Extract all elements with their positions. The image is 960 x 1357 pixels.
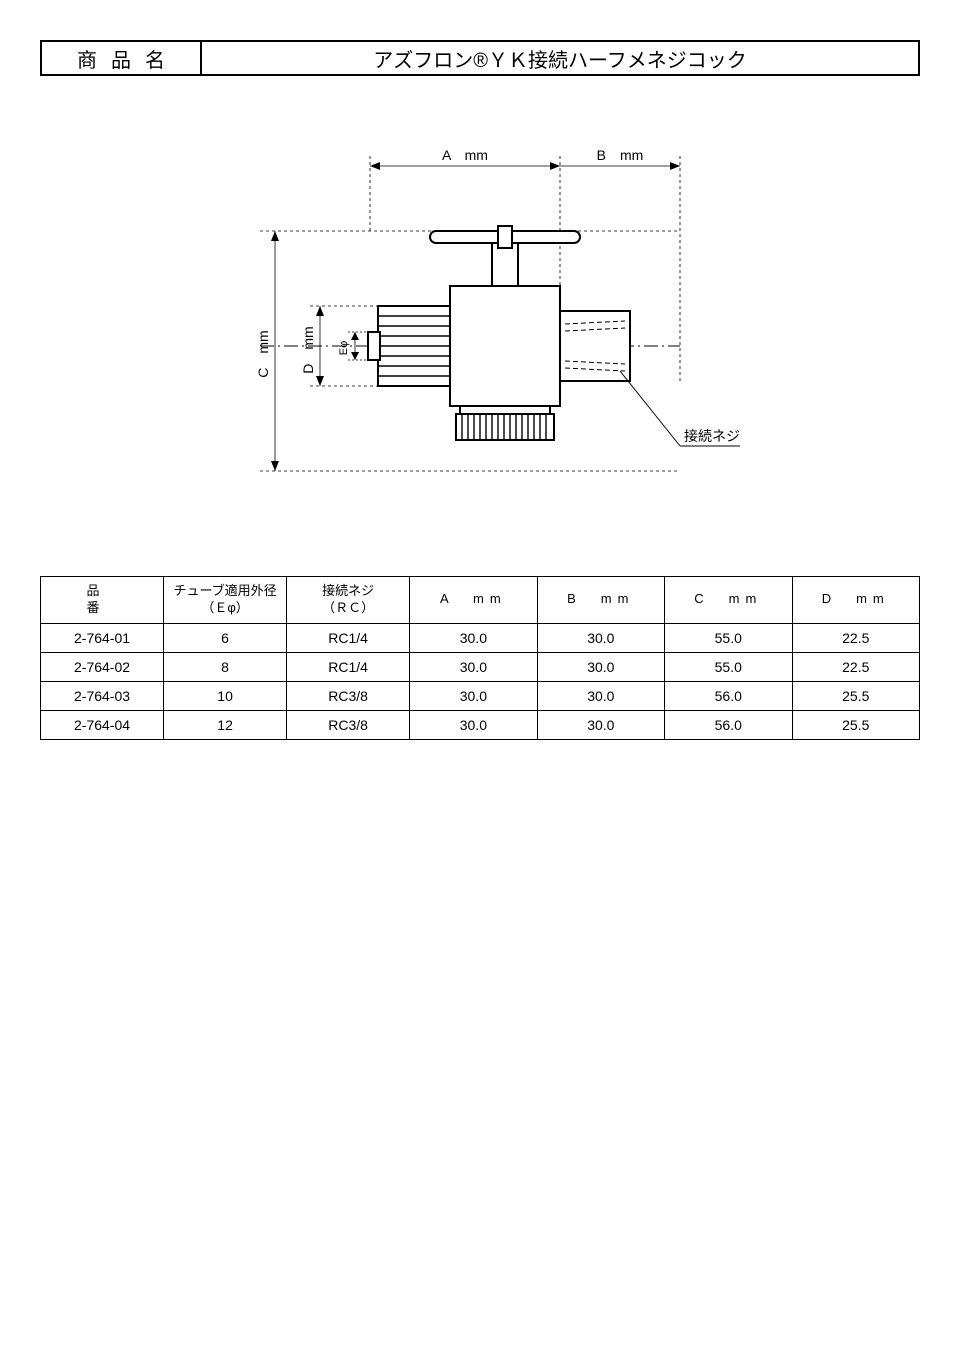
table-row: 2-764-0412RC3/830.030.056.025.5 [41,710,920,739]
th-hinban: 品 番 [41,577,164,624]
th-D: D mm [792,577,920,624]
cell-D: 25.5 [792,681,920,710]
dim-label-D: D mm [300,326,316,373]
th-A: A mm [410,577,537,624]
th-C: C mm [665,577,792,624]
cell-A: 30.0 [410,681,537,710]
cell-hinban: 2-764-02 [41,652,164,681]
cell-C: 56.0 [665,710,792,739]
cell-A: 30.0 [410,623,537,652]
table-row: 2-764-028RC1/430.030.055.022.5 [41,652,920,681]
cell-D: 25.5 [792,710,920,739]
cell-ephi: 10 [164,681,287,710]
title-bar: 商品名 アズフロン®ＹＫ接続ハーフメネジコック [40,40,920,76]
cell-ephi: 6 [164,623,287,652]
cell-ephi: 8 [164,652,287,681]
cell-B: 30.0 [537,652,664,681]
cell-C: 55.0 [665,652,792,681]
cell-B: 30.0 [537,681,664,710]
dim-label-E: Eφ [338,341,350,355]
dim-label-C: C mm [255,330,271,377]
cell-rc: RC3/8 [287,681,410,710]
dim-label-B: B mm [597,147,644,163]
th-ephi: チューブ適用外径 （Ｅφ） [164,577,287,624]
table-header-row: 品 番 チューブ適用外径 （Ｅφ） 接続ネジ （ＲＣ） A mm B mm C … [41,577,920,624]
cell-C: 55.0 [665,623,792,652]
cell-A: 30.0 [410,710,537,739]
cell-A: 30.0 [410,652,537,681]
title-text: アズフロン®ＹＫ接続ハーフメネジコック [202,42,918,74]
cell-hinban: 2-764-04 [41,710,164,739]
th-B: B mm [537,577,664,624]
product-diagram: A mm B mm C mm D mm Eφ [220,136,740,526]
spec-table: 品 番 チューブ適用外径 （Ｅφ） 接続ネジ （ＲＣ） A mm B mm C … [40,576,920,740]
cell-rc: RC1/4 [287,652,410,681]
cell-D: 22.5 [792,623,920,652]
cell-C: 56.0 [665,681,792,710]
cell-B: 30.0 [537,710,664,739]
dim-label-A: A mm [442,147,488,163]
table-row: 2-764-016RC1/430.030.055.022.5 [41,623,920,652]
title-label: 商品名 [42,42,202,74]
cell-B: 30.0 [537,623,664,652]
cell-D: 22.5 [792,652,920,681]
th-rc: 接続ネジ （ＲＣ） [287,577,410,624]
cell-ephi: 12 [164,710,287,739]
cell-rc: RC3/8 [287,710,410,739]
callout-thread: 接続ネジＲ [684,428,740,444]
cell-hinban: 2-764-03 [41,681,164,710]
cell-hinban: 2-764-01 [41,623,164,652]
cell-rc: RC1/4 [287,623,410,652]
table-row: 2-764-0310RC3/830.030.056.025.5 [41,681,920,710]
diagram-container: A mm B mm C mm D mm Eφ [40,136,920,526]
